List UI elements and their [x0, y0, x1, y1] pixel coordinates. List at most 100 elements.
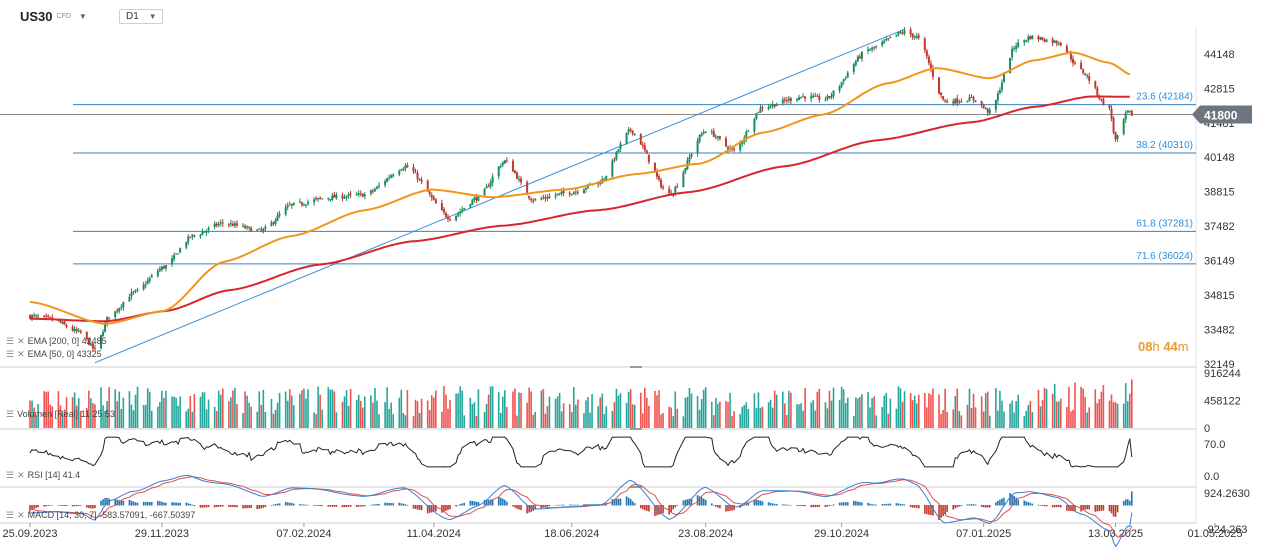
macd-histogram-bar: [347, 505, 350, 507]
fib-level-label: 23.6 (42184): [1136, 92, 1193, 103]
macd-histogram-bar: [554, 505, 557, 506]
macd-histogram-bar: [491, 499, 494, 506]
candle-body: [960, 101, 963, 103]
macd-histogram-bar: [518, 505, 520, 510]
macd-histogram-bar: [388, 502, 390, 506]
candle-body: [542, 197, 545, 199]
legend-volume[interactable]: ☰ Volumen [Real] 11 25 53: [6, 409, 115, 420]
date-axis-label: 11.04.2024: [407, 528, 461, 540]
candle-body: [826, 95, 829, 100]
last-price-label: 41800: [1204, 109, 1238, 123]
candle-body: [875, 46, 878, 48]
macd-histogram-bar: [966, 504, 969, 506]
candle-body: [838, 86, 841, 91]
macd-histogram-bar: [887, 503, 890, 506]
close-icon[interactable]: ✕: [17, 349, 25, 359]
legend-rsi[interactable]: ☰ ✕ RSI [14] 41.4: [6, 470, 80, 481]
macd-histogram-bar: [710, 503, 713, 506]
macd-histogram-bar: [570, 504, 573, 506]
macd-histogram-bar: [1037, 504, 1040, 506]
volume-bar: [710, 401, 713, 428]
volume-bar: [65, 397, 68, 428]
volume-bar: [61, 413, 64, 428]
macd-histogram-bar: [288, 502, 291, 506]
close-icon[interactable]: ✕: [17, 510, 25, 520]
candle-body: [556, 193, 559, 196]
candle-body: [300, 202, 303, 205]
volume-bar: [258, 391, 261, 428]
volume-bar: [390, 402, 392, 428]
candle-body: [1009, 57, 1012, 74]
legend-ema50[interactable]: ☰ ✕ EMA [50, 0] 43325: [6, 349, 102, 360]
candle-body: [432, 197, 435, 200]
macd-histogram-bar: [487, 499, 490, 506]
macd-histogram-bar: [386, 502, 388, 506]
macd-histogram-bar: [374, 504, 376, 506]
volume-bar: [161, 390, 163, 428]
candle-body: [1088, 76, 1091, 81]
list-icon[interactable]: ☰: [6, 409, 15, 419]
candle-body: [203, 231, 206, 233]
legend-macd[interactable]: ☰ ✕ MACD [14, 30, 7] -583.57091, -667.5039…: [6, 510, 195, 521]
close-icon[interactable]: ✕: [17, 470, 25, 480]
volume-bar: [974, 407, 977, 428]
close-icon[interactable]: ✕: [17, 336, 25, 346]
candle-body: [613, 159, 616, 161]
candle-body: [984, 108, 987, 110]
macd-histogram-bar: [321, 505, 323, 507]
macd-histogram-bar: [899, 503, 902, 506]
candle-body: [625, 132, 628, 144]
candle-body: [840, 82, 843, 87]
chevron-down-icon: ▼: [148, 12, 157, 21]
list-icon[interactable]: ☰: [6, 510, 15, 520]
candle-body: [248, 227, 251, 229]
volume-bar: [725, 401, 727, 428]
volume-bar: [343, 396, 346, 428]
volume-bar: [477, 389, 480, 428]
candle-body: [814, 95, 817, 97]
timeframe-select[interactable]: D1 ▼: [119, 9, 163, 24]
macd-histogram-bar: [1074, 505, 1076, 511]
volume-bar: [944, 388, 946, 428]
volume-bar: [301, 390, 303, 428]
legend-ema200[interactable]: ☰ ✕ EMA [200, 0] 42485: [6, 336, 107, 347]
macd-histogram-bar: [790, 504, 792, 506]
volume-bar: [357, 394, 360, 428]
candle-body: [359, 193, 362, 195]
macd-histogram-bar: [875, 504, 877, 506]
volume-bar: [761, 406, 764, 428]
macd-histogram-bar: [278, 503, 281, 506]
candle-body: [201, 232, 204, 235]
volume-bar: [1059, 398, 1062, 428]
macd-histogram-bar: [1122, 501, 1125, 506]
macd-histogram-bar: [248, 505, 250, 509]
volume-bar: [855, 397, 857, 428]
volume-bar: [1055, 401, 1058, 428]
macd-histogram-bar: [94, 505, 96, 509]
list-icon[interactable]: ☰: [6, 349, 15, 359]
macd-histogram-bar: [909, 505, 912, 508]
volume-bar: [412, 416, 415, 428]
candle-body: [605, 176, 608, 180]
volume-bar: [1027, 405, 1030, 428]
volume-bar: [203, 392, 206, 428]
list-icon[interactable]: ☰: [6, 336, 15, 346]
volume-bar: [873, 396, 875, 428]
macd-histogram-bar: [741, 505, 744, 507]
macd-histogram-bar: [100, 500, 102, 506]
macd-histogram-bar: [814, 505, 817, 508]
candle-body: [1037, 36, 1040, 40]
macd-histogram-bar: [501, 498, 504, 506]
macd-histogram-bar: [146, 501, 149, 506]
volume-bar: [234, 387, 236, 428]
candle-body: [150, 275, 153, 278]
list-icon[interactable]: ☰: [6, 470, 15, 480]
volume-bar: [603, 414, 606, 428]
volume-bar: [698, 409, 701, 428]
symbol-selector[interactable]: US30 CFD ▼: [20, 9, 87, 24]
candle-body: [120, 306, 123, 308]
pane-resize-handle: [630, 428, 642, 430]
date-axis-label: 29.11.2023: [135, 528, 189, 540]
macd-histogram-bar: [781, 504, 784, 506]
